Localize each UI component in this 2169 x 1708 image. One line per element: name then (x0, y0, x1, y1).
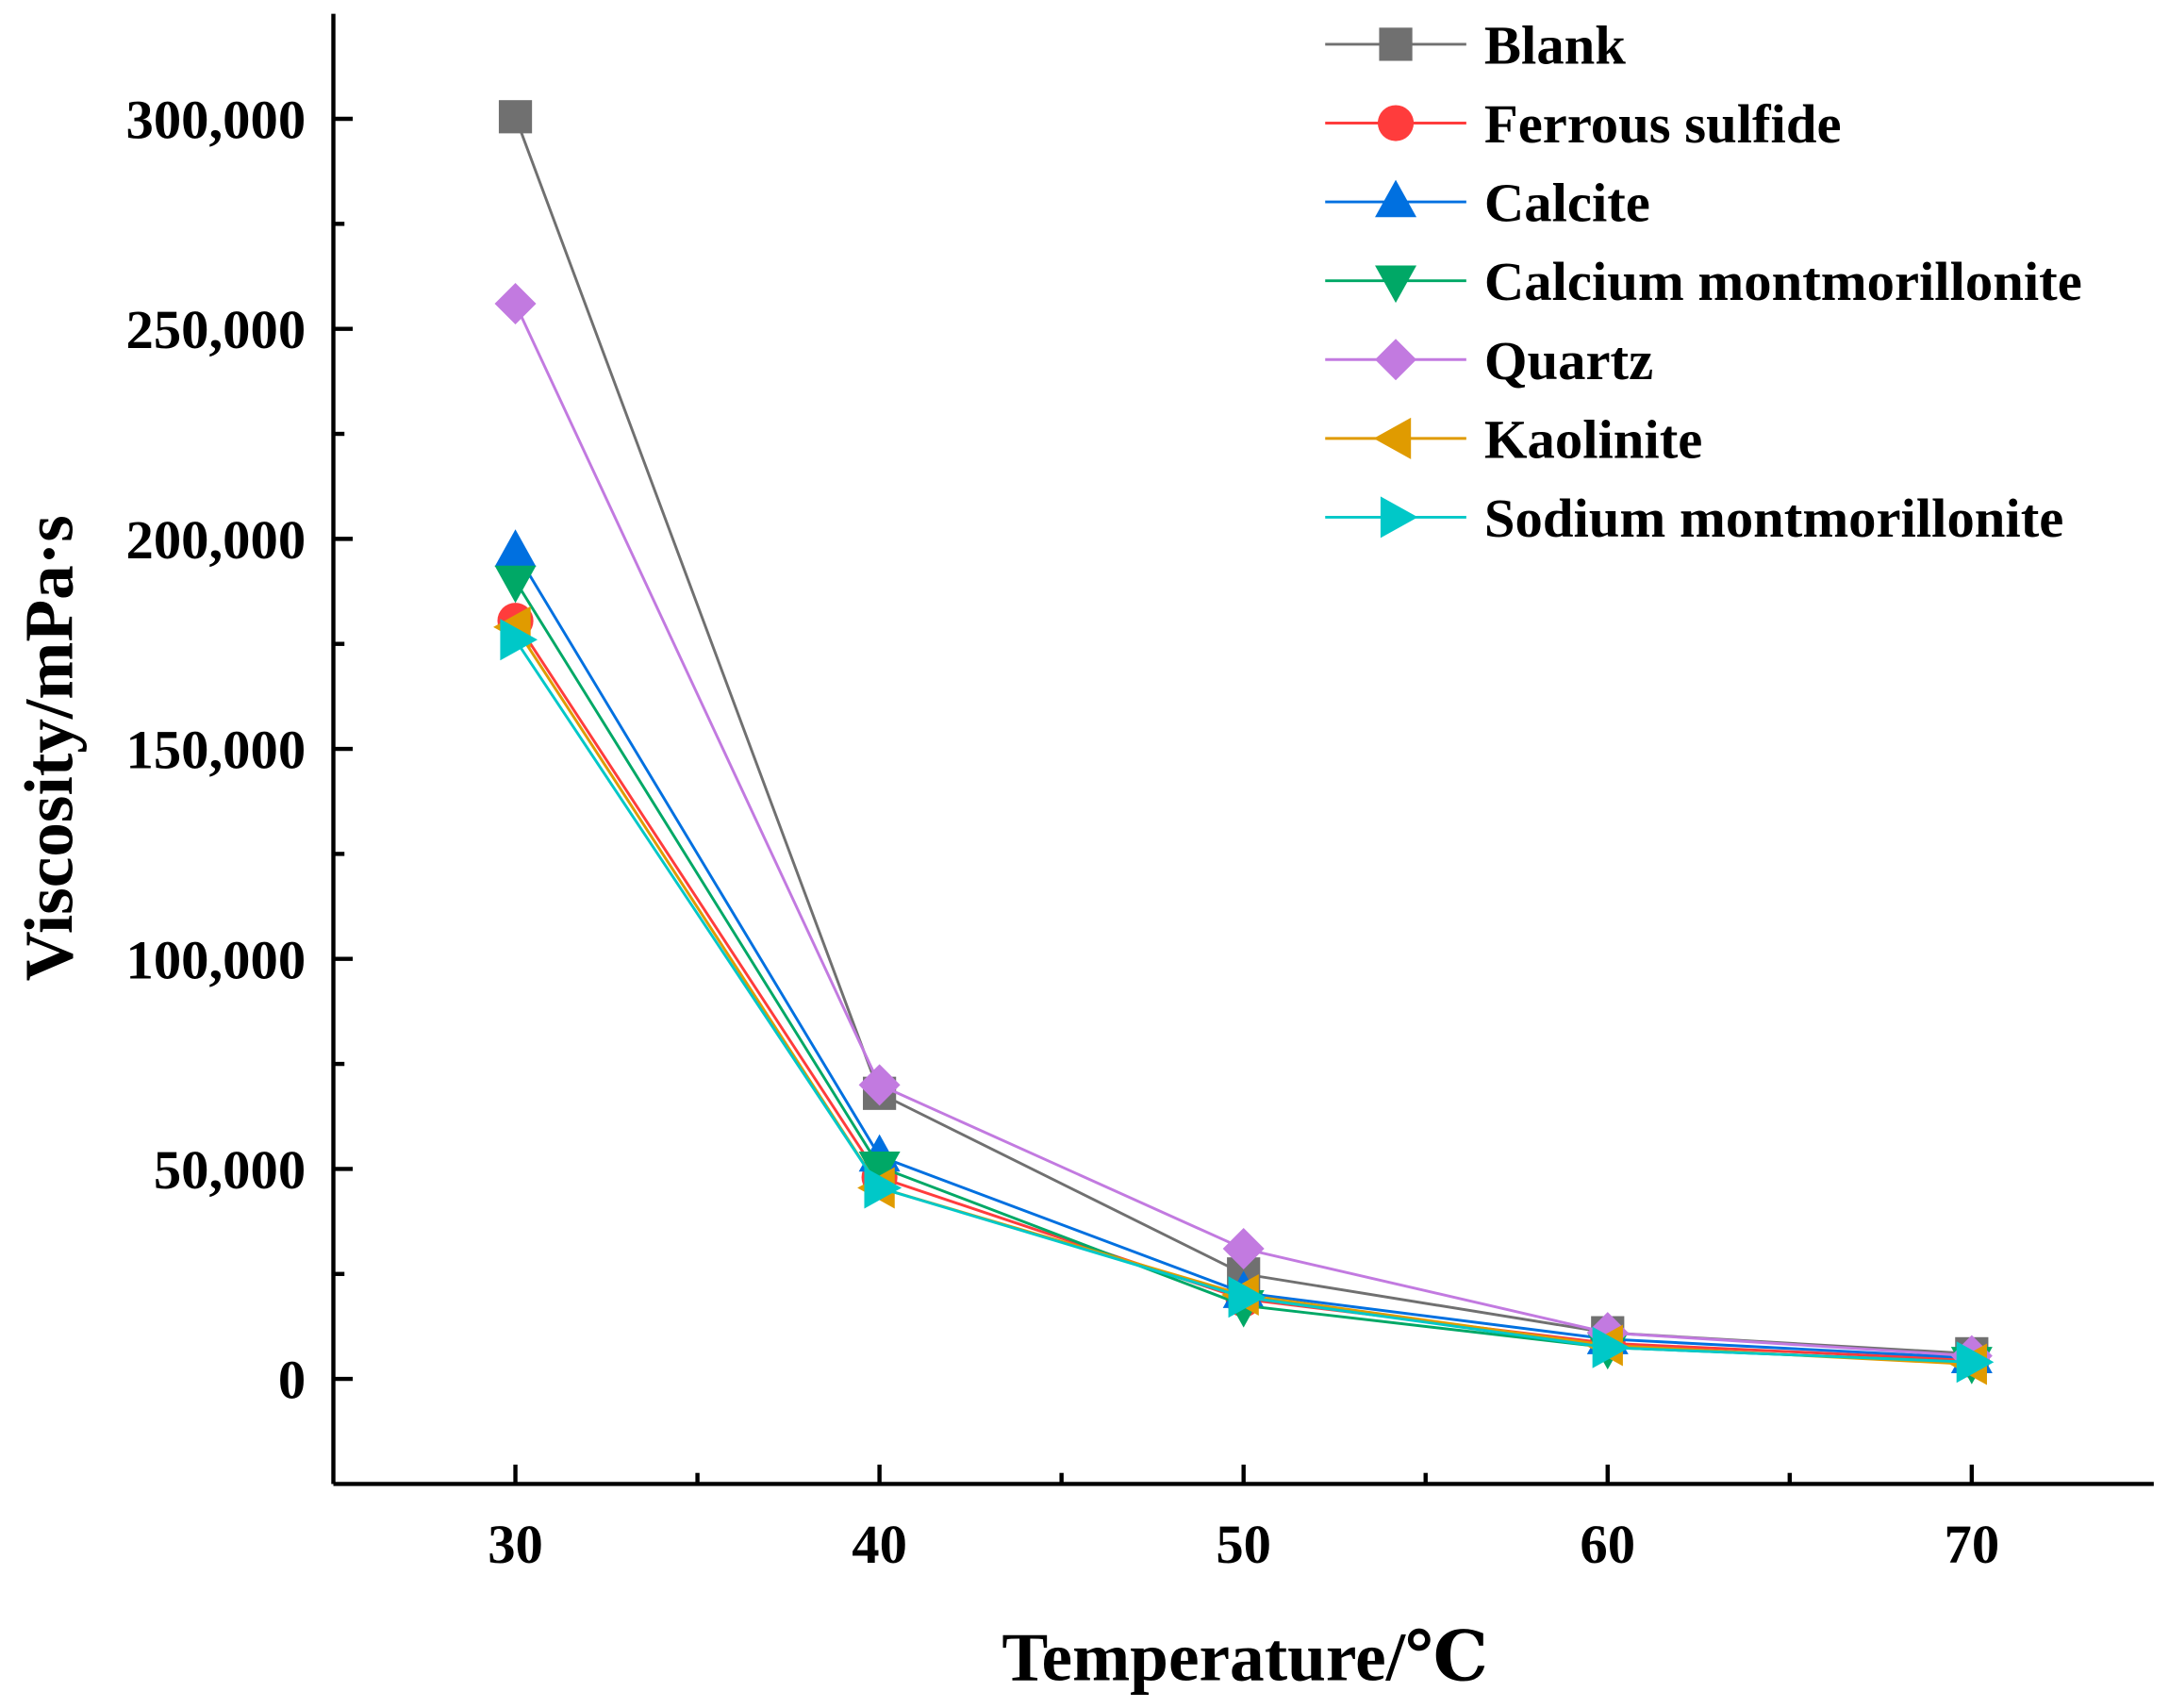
legend: Blank Ferrous sulfide Calcite Calcium montm… (1325, 14, 2082, 549)
circle-marker-icon (1377, 105, 1415, 141)
y-tick-label: 150,000 (126, 720, 306, 781)
y-axis-label: Viscosity/mPa·s (10, 515, 87, 981)
legend-item: Blank (1325, 14, 1626, 75)
data-point (494, 282, 537, 324)
data-point (1222, 1228, 1265, 1270)
x-axis-label: Temperature/℃ (1002, 1619, 1488, 1696)
data-point (500, 619, 538, 661)
series-quartz (494, 282, 1993, 1377)
triangle-right-marker-icon (1380, 496, 1418, 539)
data-point (1956, 1341, 1995, 1384)
series-line (514, 303, 1972, 1358)
x-tick-label: 70 (1944, 1514, 1999, 1575)
data-point (494, 565, 537, 604)
series-group (493, 100, 1995, 1385)
data-point (498, 100, 533, 134)
square-marker-icon (1379, 27, 1413, 61)
y-tick-label: 100,000 (126, 929, 306, 990)
legend-label: Calcite (1484, 173, 1650, 234)
legend-item: Quartz (1325, 330, 1653, 391)
legend-item: Sodium montmorillonite (1325, 488, 2063, 549)
data-point (858, 1152, 901, 1189)
legend-item: Kaolinite (1325, 408, 1702, 470)
data-point (494, 529, 537, 567)
legend-label: Calcium montmorillonite (1484, 251, 2082, 312)
legend-item: Ferrous sulfide (1325, 93, 1842, 155)
y-tick-label: 50,000 (154, 1139, 306, 1201)
data-point (864, 1167, 902, 1209)
triangle-up-marker-icon (1375, 179, 1417, 218)
data-point (858, 1064, 901, 1106)
triangle-down-marker-icon (1375, 265, 1417, 304)
series-sodium-montmorillonite (500, 619, 1995, 1384)
legend-label: Ferrous sulfide (1484, 93, 1842, 155)
y-tick-label: 250,000 (126, 299, 306, 360)
legend-item: Calcium montmorillonite (1325, 251, 2082, 312)
legend-label: Kaolinite (1484, 408, 1702, 470)
x-tick-label: 60 (1580, 1514, 1635, 1575)
legend-item: Calcite (1325, 173, 1650, 234)
legend-label: Blank (1484, 14, 1626, 75)
data-point (1592, 1326, 1631, 1368)
y-tick-label: 200,000 (126, 509, 306, 571)
triangle-left-marker-icon (1373, 417, 1412, 459)
data-point (1228, 1276, 1267, 1318)
y-tick-label: 300,000 (126, 90, 306, 151)
x-tick-label: 50 (1216, 1514, 1271, 1575)
x-tick-label: 30 (488, 1514, 543, 1575)
axes: 0 50,000 100,000 150,000 200,000 250,000 300,0… (126, 13, 2154, 1575)
x-tick-label: 40 (852, 1514, 907, 1575)
legend-label: Quartz (1484, 330, 1653, 391)
legend-label: Sodium montmorillonite (1484, 488, 2063, 549)
diamond-marker-icon (1375, 339, 1417, 381)
y-tick-label: 0 (278, 1350, 306, 1411)
